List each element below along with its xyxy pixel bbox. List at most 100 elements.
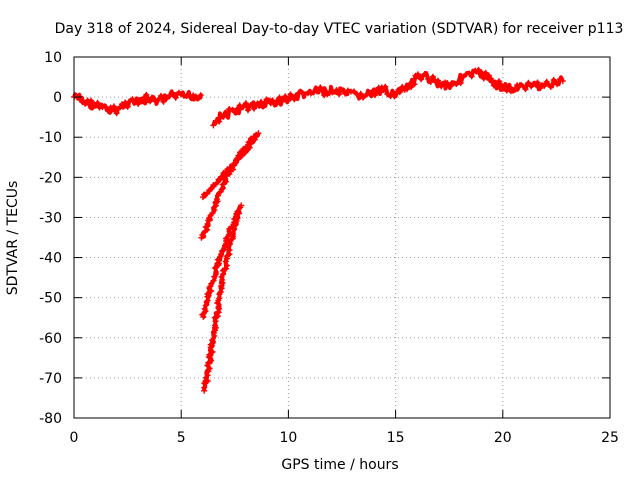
data-point	[237, 149, 243, 156]
series-arc-4	[201, 210, 243, 394]
data-point	[414, 71, 421, 78]
data-point	[310, 89, 317, 96]
y-tick-label: -30	[39, 210, 62, 226]
data-point	[218, 282, 225, 289]
y-axis-label: SDTVAR / TECUs	[5, 181, 21, 296]
data-point	[287, 91, 294, 98]
data-point	[223, 262, 230, 269]
data-traces	[71, 66, 566, 394]
data-point	[133, 97, 140, 104]
data-point	[301, 91, 308, 98]
data-point	[382, 83, 389, 90]
data-point	[269, 97, 276, 104]
y-tick-label: -40	[39, 251, 62, 267]
y-tick-label: -10	[39, 130, 62, 146]
x-tick-label: 0	[70, 430, 79, 446]
data-point	[186, 93, 193, 100]
data-point	[225, 244, 232, 251]
data-point	[457, 80, 464, 86]
data-point	[172, 94, 179, 101]
y-tick-label: 10	[44, 50, 62, 66]
y-tick-label: 0	[53, 90, 62, 106]
data-point	[559, 78, 566, 85]
data-point	[158, 92, 164, 99]
data-point	[213, 269, 220, 276]
data-point	[110, 103, 117, 110]
data-point	[215, 260, 222, 267]
data-point	[107, 104, 114, 111]
data-point	[307, 90, 314, 97]
data-point	[482, 69, 489, 76]
y-tick-label: -50	[39, 291, 62, 307]
data-point	[447, 83, 454, 90]
data-point	[391, 93, 398, 100]
data-point	[468, 73, 475, 80]
data-point	[207, 341, 214, 348]
data-point	[411, 81, 418, 88]
x-tick-label: 5	[177, 430, 186, 446]
data-point	[126, 98, 132, 105]
data-point	[509, 87, 516, 94]
data-point	[122, 99, 129, 106]
data-point	[202, 224, 209, 231]
data-point	[247, 135, 254, 142]
data-point	[226, 239, 233, 246]
data-point	[210, 182, 217, 189]
data-point	[230, 166, 236, 173]
data-point	[333, 87, 340, 94]
data-point	[435, 77, 441, 84]
data-point	[253, 131, 260, 138]
data-point	[215, 303, 222, 310]
data-point	[258, 98, 264, 105]
data-point	[404, 86, 410, 93]
data-point	[384, 91, 391, 98]
data-point	[534, 79, 541, 86]
data-point	[234, 105, 241, 112]
data-point	[429, 73, 436, 80]
data-point	[219, 181, 226, 188]
x-tick-label: 20	[494, 430, 512, 446]
data-point	[503, 87, 510, 94]
data-point	[117, 104, 124, 111]
data-point	[214, 256, 221, 263]
data-point	[232, 160, 238, 167]
data-point	[214, 192, 221, 199]
data-point	[223, 265, 229, 272]
plot-frame	[73, 56, 611, 419]
data-point	[329, 89, 336, 96]
data-point	[525, 79, 532, 86]
data-point	[154, 97, 161, 104]
data-point	[192, 93, 199, 100]
data-point	[493, 82, 500, 89]
data-point	[214, 196, 220, 203]
data-point	[240, 145, 247, 152]
data-point	[88, 97, 95, 104]
y-tick-label: -20	[39, 170, 62, 186]
data-point	[221, 176, 228, 183]
data-point	[209, 348, 216, 355]
data-point	[163, 95, 170, 102]
data-point	[226, 170, 233, 177]
data-point	[497, 81, 504, 88]
data-point	[208, 357, 215, 364]
data-point	[547, 83, 554, 90]
data-point	[351, 88, 358, 95]
data-point	[238, 202, 245, 209]
data-point	[279, 95, 285, 102]
data-point	[418, 76, 425, 83]
data-point	[231, 222, 238, 229]
data-point	[480, 75, 487, 82]
data-point	[360, 94, 367, 101]
data-point	[201, 306, 208, 312]
grid	[74, 57, 610, 418]
data-point	[214, 313, 221, 320]
data-point	[239, 104, 246, 111]
data-point	[528, 83, 535, 90]
data-point	[336, 91, 343, 98]
data-point	[488, 75, 495, 82]
data-point	[222, 172, 229, 179]
data-point	[282, 93, 289, 100]
data-point	[211, 207, 218, 213]
data-point	[210, 122, 217, 129]
data-point	[263, 96, 270, 103]
